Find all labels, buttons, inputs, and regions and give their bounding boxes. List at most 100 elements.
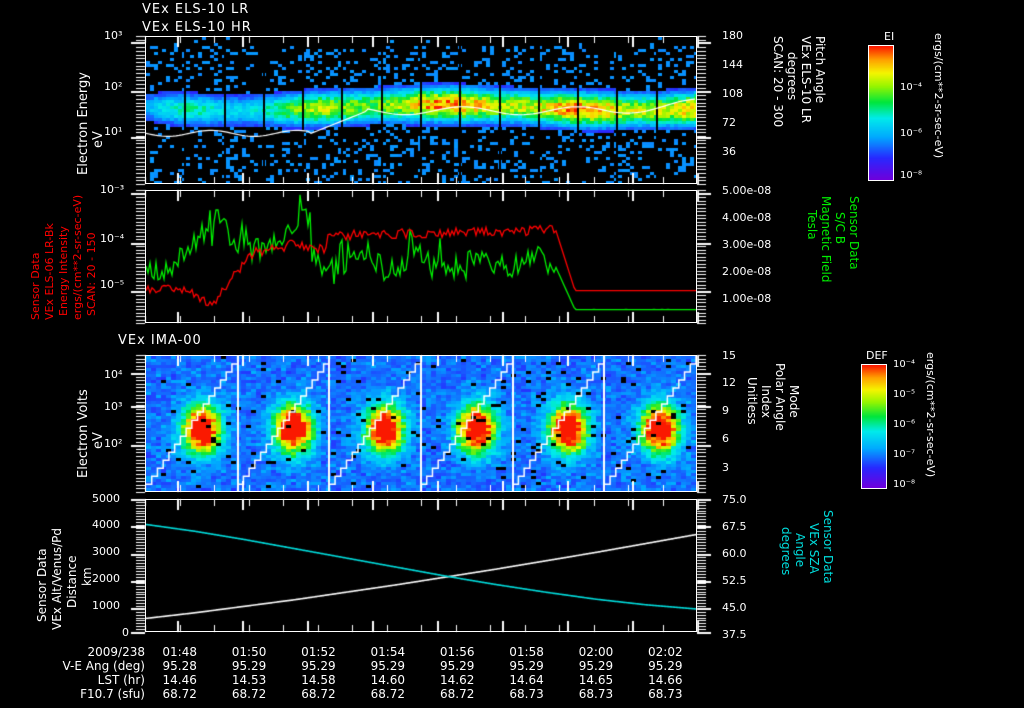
cell-time-0: 01:48 (162, 645, 197, 659)
def-colorbar-tick-4: 10⁻⁸ (893, 479, 916, 490)
def-colorbar-tick-3: 10⁻⁷ (893, 449, 916, 460)
def-colorbar-title: DEF (866, 349, 888, 362)
cell-lst-1: 14.53 (231, 673, 267, 687)
panel1-ytick-2: 10¹ (104, 125, 123, 138)
panel3-right-label-4: Unitless (745, 377, 759, 425)
panel4-left-label-2: VEx Alt/Venus/Pd (50, 527, 64, 630)
cell-f107-1: 68.72 (231, 687, 267, 701)
panel4-ytick-2: 3000 (92, 545, 120, 558)
ei-colorbar (868, 45, 894, 181)
panel1-title-line1: VEx ELS-10 LR (142, 2, 250, 17)
panel2-right-label-1: Sensor Data (847, 196, 861, 270)
panel-altitude-sza[interactable] (145, 499, 697, 632)
panel3-right-label-2: Polar Angle (773, 363, 787, 431)
panel2-right-label-4: Tesla (805, 210, 819, 240)
panel4-right-label-1: Sensor Data (821, 510, 835, 584)
def-colorbar-tick-1: 10⁻⁵ (893, 389, 916, 400)
panel-ima-spectrogram[interactable] (145, 355, 697, 492)
cell-ve-ang-5: 95.29 (509, 659, 544, 673)
panel1-right-label-3: degrees (785, 52, 799, 101)
panel2-left-label-4: ergs/(cm**2-sr-sec-eV) (71, 194, 84, 320)
panel2-y2tick-3: 2.00e-08 (722, 265, 772, 278)
panel1-y2tick-4: 36 (722, 145, 736, 158)
row-label-lst: LST (hr) (97, 673, 145, 687)
panel2-left-label-5: SCAN: 20 - 150 (85, 232, 98, 316)
panel2-right-label-2: S/C B (833, 212, 847, 245)
cell-time-5: 01:58 (509, 645, 544, 659)
panel4-left-label-4: km (80, 567, 94, 586)
panel1-right-label-2: VEx ELS-10 LR (799, 36, 813, 124)
panel2-y2tick-0: 5.00e-08 (722, 184, 772, 197)
cell-lst-4: 14.62 (440, 673, 475, 687)
panel3-left-axis-label: Electron Volts (76, 389, 91, 478)
panel4-y2tick-2: 60.0 (722, 547, 747, 560)
cell-lst-2: 14.58 (301, 673, 336, 687)
cell-ve-ang-2: 95.29 (301, 659, 336, 673)
def-colorbar-tick-0: 10⁻⁴ (893, 359, 916, 370)
cell-lst-0: 14.46 (162, 673, 197, 687)
cell-ve-ang-0: 95.28 (162, 659, 197, 673)
panel4-right-label-4: degrees (779, 527, 793, 576)
panel1-left-axis-units: eV (91, 131, 106, 148)
panel3-right-label-3: Index (759, 385, 773, 419)
panel4-y2tick-5: 37.5 (722, 628, 747, 641)
cell-lst-5: 14.64 (509, 673, 544, 687)
cell-ve-ang-7: 95.29 (648, 659, 683, 673)
table-row-f107: F10.7 (sfu) 68.72 68.72 68.72 68.72 68.7… (0, 687, 700, 701)
row-label-f107: F10.7 (sfu) (80, 687, 145, 701)
cell-time-6: 02:00 (578, 645, 614, 659)
panel1-y2tick-3: 72 (722, 116, 736, 129)
cell-lst-3: 14.60 (370, 673, 405, 687)
panel-energy-intensity-bfield[interactable] (145, 190, 697, 323)
panel1-title-line2: VEx ELS-10 HR (142, 20, 252, 35)
ei-colorbar-tick-1: 10⁻⁶ (900, 128, 923, 139)
panel4-y2tick-3: 52.5 (722, 574, 747, 587)
cell-lst-7: 14.66 (648, 673, 683, 687)
panel3-y2tick-3: 6 (722, 432, 729, 445)
cell-f107-7: 68.73 (648, 687, 683, 701)
panel3-y2tick-4: 3 (722, 461, 729, 474)
cell-time-4: 01:56 (439, 645, 475, 659)
panel2-y2tick-1: 4.00e-08 (722, 211, 772, 224)
panel3-y2tick-0: 15 (722, 349, 736, 362)
ei-colorbar-tick-2: 10⁻⁸ (900, 170, 923, 181)
panel4-ytick-0: 5000 (92, 492, 120, 505)
panel3-right-label-1: Mode (787, 385, 801, 418)
panel3-ytick-2: 10² (104, 437, 123, 450)
ei-colorbar-units: ergs/(cm**2-sr-sec-eV) (932, 33, 945, 159)
panel4-right-label-3: Angle (793, 533, 807, 568)
def-colorbar-tick-2: 10⁻⁶ (893, 419, 916, 430)
panel1-ytick-1: 10² (104, 80, 123, 93)
panel2-y2tick-2: 3.00e-08 (722, 238, 772, 251)
cell-ve-ang-4: 95.29 (440, 659, 475, 673)
panel-els-spectrogram[interactable] (145, 36, 697, 184)
panel4-y2tick-1: 67.5 (722, 520, 747, 533)
cell-lst-6: 14.65 (578, 673, 614, 687)
cell-time-1: 01:50 (231, 645, 267, 659)
def-colorbar (861, 364, 887, 489)
panel3-y2tick-1: 12 (722, 376, 736, 389)
panel1-y2tick-1: 144 (722, 58, 743, 71)
row-label-ve-ang: V-E Ang (deg) (62, 659, 145, 673)
panel2-right-label-3: Magnetic Field (819, 196, 833, 283)
ei-colorbar-tick-0: 10⁻⁴ (900, 82, 923, 93)
table-row-lst: LST (hr) 14.46 14.53 14.58 14.60 14.62 1… (0, 673, 700, 687)
panel1-ytick-0: 10³ (104, 29, 123, 42)
panel2-ytick-2: 10⁻⁵ (100, 278, 125, 291)
panel4-y2tick-0: 75.0 (722, 493, 747, 506)
cell-f107-4: 68.72 (440, 687, 475, 701)
panel2-left-label-2: VEx ELS-06 LR-Bk (43, 223, 56, 320)
cell-ve-ang-3: 95.29 (370, 659, 405, 673)
cell-time-7: 02:02 (648, 645, 683, 659)
panel1-right-label-1: Pitch Angle (813, 36, 827, 104)
table-row-date: 2009/238 01:48 01:50 01:52 01:54 01:56 0… (0, 645, 700, 659)
panel3-y2tick-2: 9 (722, 404, 729, 417)
panel4-ytick-4: 1000 (92, 599, 120, 612)
panel2-ytick-1: 10⁻⁴ (100, 232, 125, 245)
panel4-ytick-5: 0 (122, 626, 129, 639)
panel3-ytick-0: 10⁴ (104, 368, 123, 381)
panel3-title: VEx IMA-00 (118, 333, 202, 348)
panel1-right-label-4: SCAN: 20 - 300 (771, 36, 785, 128)
bottom-data-table: 2009/238 01:48 01:50 01:52 01:54 01:56 0… (0, 645, 700, 701)
